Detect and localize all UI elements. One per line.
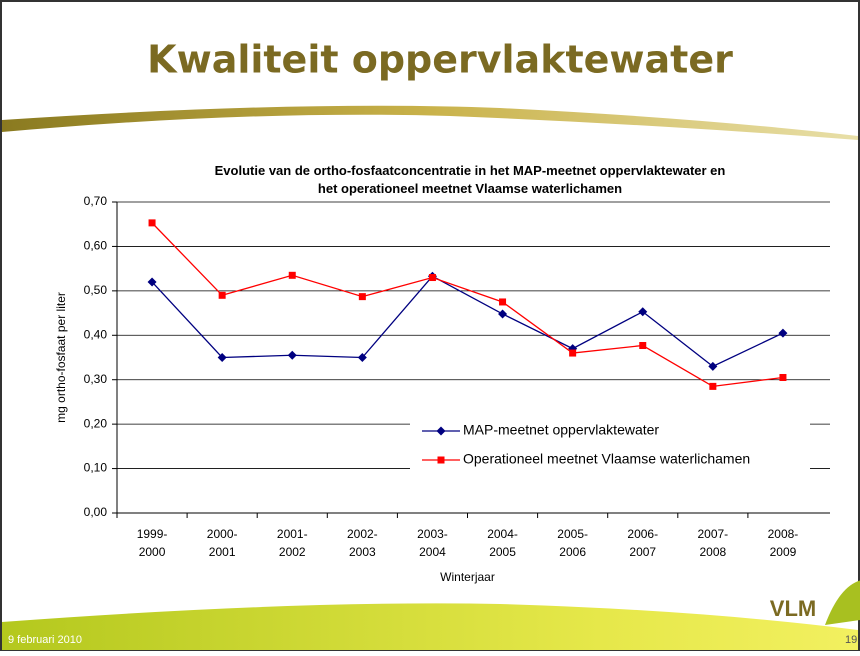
marker [709,382,717,390]
marker [437,456,445,464]
marker [357,353,367,362]
x-tick-label: 2000-2001 [207,527,238,559]
title-swoosh [2,105,858,140]
marker [779,373,787,381]
chart-title: Evolutie van de ortho-fosfaatconcentrati… [215,163,726,196]
y-tick-label: 0,30 [84,372,108,386]
marker [218,291,226,299]
logo-leaf [825,580,860,625]
y-tick-label: 0,60 [84,239,108,253]
y-axis-label: mg ortho-fosfaat per liter [54,292,68,423]
y-tick-label: 0,50 [84,283,108,297]
marker [358,293,366,301]
footer-date: 9 februari 2010 [8,634,82,646]
marker [778,328,788,338]
slide-title: Kwaliteit oppervlaktewater [147,38,733,82]
marker [708,361,718,371]
series-line [151,222,784,388]
y-tick-label: 0,70 [84,194,108,208]
x-tick-label: 2008-2009 [768,527,799,559]
footer-band [2,603,858,650]
legend-label: Operationeel meetnet Vlaamse waterlicham… [463,451,750,467]
x-tick-label: 2007-2008 [697,527,728,559]
marker [498,309,508,319]
marker [436,426,446,436]
marker [287,350,297,360]
y-tick-label: 0,20 [84,416,108,430]
x-tick-label: 2001-2002 [277,527,308,559]
y-tick-label: 0,00 [84,505,108,519]
y-tick-label: 0,10 [84,461,108,475]
chart: Evolutie van de ortho-fosfaatconcentrati… [54,163,830,584]
legend-box [410,415,810,477]
marker [148,219,156,227]
marker [428,274,436,282]
x-tick-label: 1999-2000 [137,527,168,559]
marker [638,307,648,317]
x-tick-label: 2003-2004 [417,527,448,559]
x-axis-label: Winterjaar [440,570,495,584]
marker [147,277,157,287]
legend-label: MAP-meetnet oppervlaktewater [463,422,659,438]
marker [217,353,227,362]
x-tick-label: 2004-2005 [487,527,518,559]
marker [569,349,577,357]
marker [639,342,647,350]
logo: VLM [770,596,816,621]
marker [288,271,296,279]
page-number: 19 [845,634,857,646]
y-tick-label: 0,40 [84,327,108,341]
series-line [151,275,784,368]
x-tick-label: 2002-2003 [347,527,378,559]
x-tick-label: 2005-2006 [557,527,588,559]
x-tick-label: 2006-2007 [627,527,658,559]
marker [499,298,507,306]
